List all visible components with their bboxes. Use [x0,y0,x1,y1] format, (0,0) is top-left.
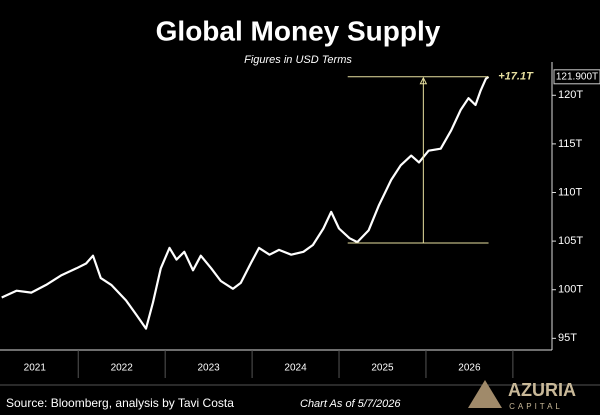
x-tick-label: 2025 [371,363,394,374]
logo-mark [468,380,502,408]
last-value-label: 121.900T [556,71,598,82]
y-tick-label: 120T [558,89,583,101]
y-tick-label: 115T [558,138,583,150]
chart-subtitle: Figures in USD Terms [244,54,352,66]
series-line [1,75,490,330]
last-value-box [553,69,600,85]
note: Chart As of 5/7/2026 [300,398,401,410]
x-tick-label: 2022 [111,363,134,374]
logo-name: AZURIA [508,380,576,400]
y-tick-label: 110T [558,186,583,198]
source: Source: Bloomberg, analysis by Tavi Cost… [6,396,234,410]
y-tick-label: 95T [558,332,577,344]
logo-sub: CAPITAL [509,402,563,411]
y-tick-label: 100T [558,284,583,296]
chart-title: Global Money Supply [156,15,441,46]
y-tick-label: 105T [558,235,583,247]
x-tick-label: 2023 [198,363,221,374]
arrow-head [419,76,428,85]
x-tick-label: 2024 [284,363,307,374]
x-tick-label: 2021 [24,363,47,374]
annotation-label: +17.1T [498,71,534,83]
x-tick-label: 2026 [458,363,481,374]
